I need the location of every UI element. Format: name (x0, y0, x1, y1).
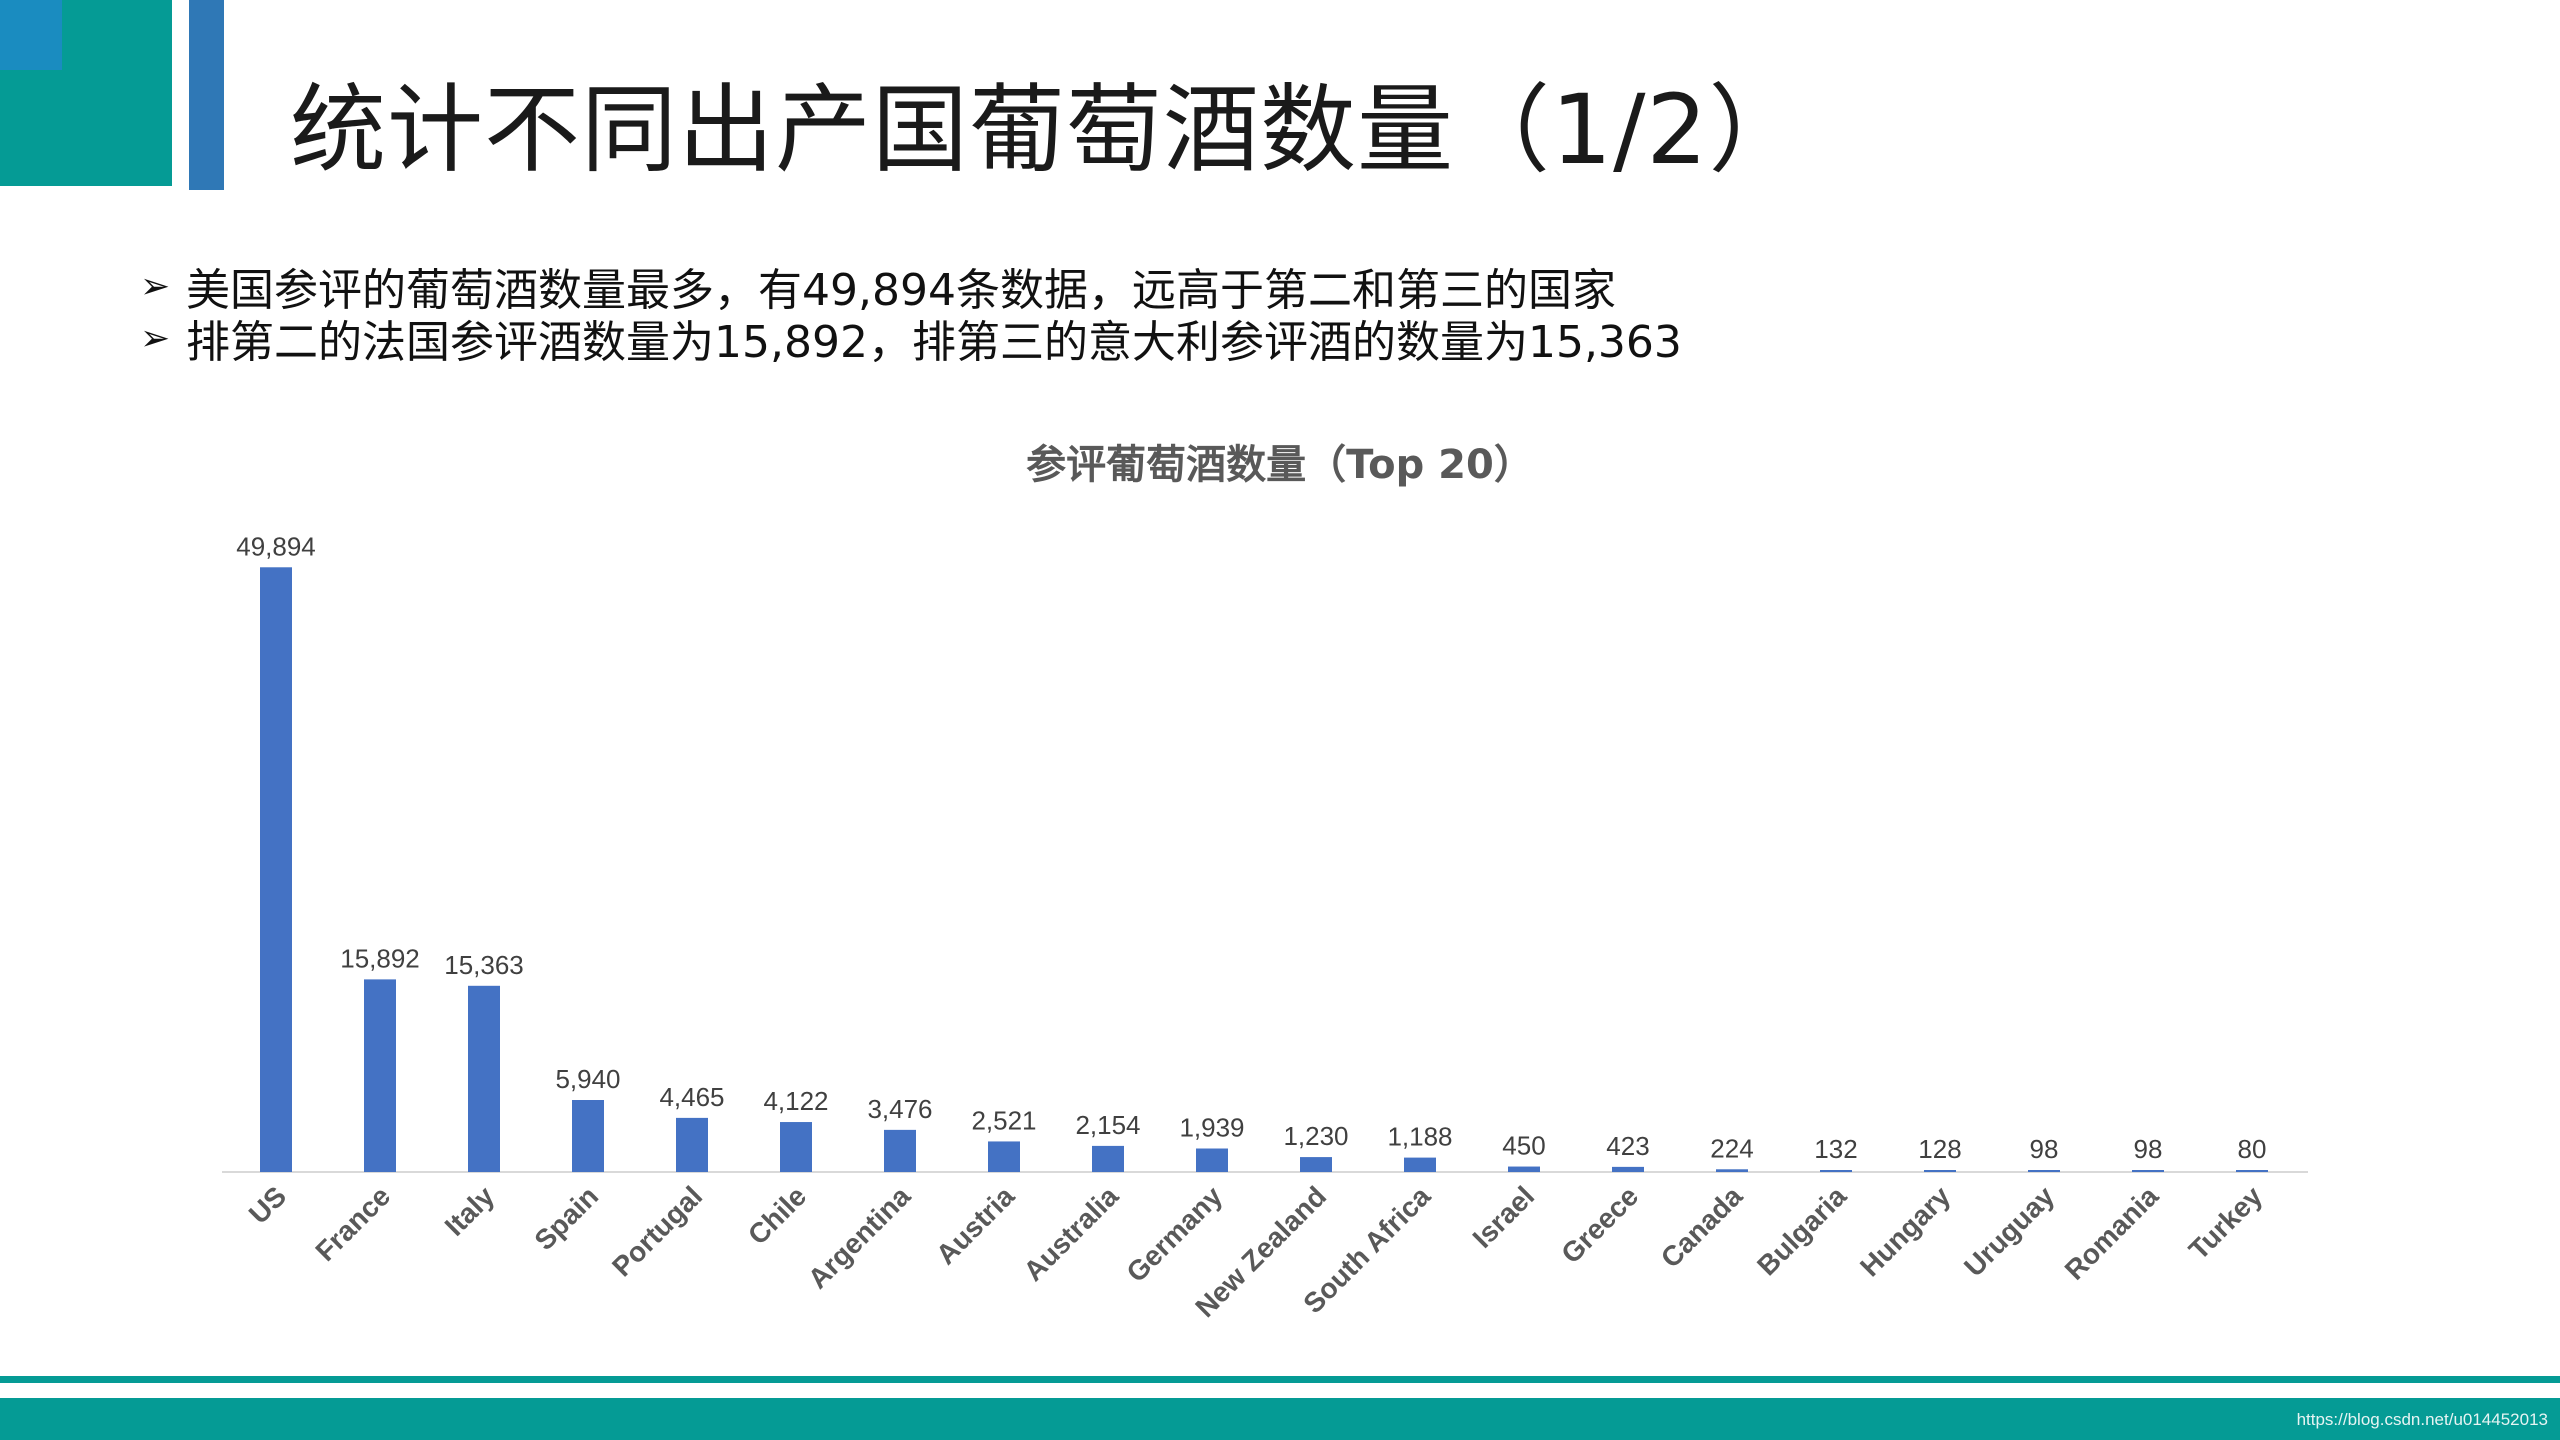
header-blue-bar (189, 0, 224, 190)
footer-bar (0, 1398, 2560, 1440)
bar (572, 1100, 604, 1172)
bar (2132, 1170, 2164, 1172)
data-label: 3,476 (867, 1094, 932, 1124)
data-label: 2,154 (1075, 1110, 1140, 1140)
x-tick-label: Austria (930, 1180, 1020, 1270)
data-label: 98 (2030, 1134, 2059, 1164)
arrow-bullet-icon: ➢ (140, 265, 171, 307)
data-label: 2,521 (971, 1105, 1036, 1135)
data-label: 1,230 (1283, 1121, 1348, 1151)
bar (2236, 1170, 2268, 1172)
bar (1820, 1170, 1852, 1172)
bar-chart: 49,894 US 15,892 France 15,363 Italy 5,940 Spai… (222, 531, 2308, 1323)
bar (884, 1129, 916, 1172)
chart-title: 参评葡萄酒数量（Top 20） (1026, 442, 1534, 488)
bullet-item: ➢ 美国参评的葡萄酒数量最多，有49,894条数据，远高于第二和第三的国家 (140, 260, 1682, 316)
bar (988, 1141, 1020, 1172)
data-label: 423 (1606, 1131, 1649, 1161)
x-tick-label: Uruguay (1958, 1180, 2061, 1283)
data-label: 1,939 (1179, 1112, 1244, 1142)
data-label: 80 (2238, 1134, 2267, 1164)
bar (1508, 1166, 1540, 1172)
data-label: 4,465 (659, 1082, 724, 1112)
data-label: 5,940 (555, 1064, 620, 1094)
header-blue-square (0, 0, 62, 70)
data-label: 49,894 (236, 531, 316, 561)
data-label: 15,892 (340, 943, 420, 973)
x-tick-label: Turkey (2183, 1180, 2269, 1266)
x-tick-label: Romania (2059, 1180, 2165, 1286)
bullet-list: ➢ 美国参评的葡萄酒数量最多，有49,894条数据，远高于第二和第三的国家 ➢ … (140, 260, 1682, 368)
page-title: 统计不同出产国葡萄酒数量（1/2） (290, 74, 1806, 186)
bar (2028, 1170, 2060, 1172)
x-tick-label: Canada (1655, 1180, 1749, 1274)
data-label: 15,363 (444, 950, 524, 980)
bar (1716, 1169, 1748, 1172)
bullet-item: ➢ 排第二的法国参评酒数量为15,892，排第三的意大利参评酒的数量为15,36… (140, 312, 1682, 368)
x-tick-label: Bulgaria (1751, 1180, 1852, 1281)
x-tick-label: Italy (439, 1180, 501, 1242)
x-tick-label: Chile (742, 1180, 812, 1250)
bar (780, 1122, 812, 1172)
x-tick-label: Greece (1555, 1180, 1644, 1269)
bar (676, 1117, 708, 1172)
bar (1092, 1145, 1124, 1172)
x-tick-label: Argentina (802, 1180, 917, 1295)
x-tick-label: US (243, 1180, 292, 1229)
data-label: 224 (1710, 1133, 1753, 1163)
x-tick-label: Australia (1018, 1180, 1125, 1287)
footer-line (0, 1376, 2560, 1383)
bar (1196, 1148, 1228, 1172)
bar (1404, 1157, 1436, 1172)
data-label: 98 (2134, 1134, 2163, 1164)
data-label: 1,188 (1387, 1122, 1452, 1152)
data-label: 128 (1918, 1134, 1961, 1164)
x-tick-label: France (309, 1180, 396, 1267)
arrow-bullet-icon: ➢ (140, 317, 171, 359)
watermark: https://blog.csdn.net/u014452013 (2296, 1410, 2548, 1429)
bullet-text: 美国参评的葡萄酒数量最多，有49,894条数据，远高于第二和第三的国家 (186, 265, 1616, 316)
bullet-text: 排第二的法国参评酒数量为15,892，排第三的意大利参评酒的数量为15,363 (186, 317, 1682, 368)
data-label: 132 (1814, 1134, 1857, 1164)
bar (260, 567, 292, 1172)
bar (1924, 1170, 1956, 1172)
bar (468, 985, 500, 1172)
bar (1612, 1166, 1644, 1172)
data-label: 4,122 (763, 1086, 828, 1116)
x-tick-label: Portugal (606, 1180, 708, 1282)
x-tick-label: Spain (528, 1180, 604, 1256)
bar (364, 979, 396, 1172)
x-tick-label: Hungary (1854, 1180, 1957, 1283)
x-tick-label: Germany (1120, 1180, 1228, 1288)
bar (1300, 1157, 1332, 1172)
x-tick-label: Israel (1467, 1180, 1541, 1254)
data-label: 450 (1502, 1131, 1545, 1161)
